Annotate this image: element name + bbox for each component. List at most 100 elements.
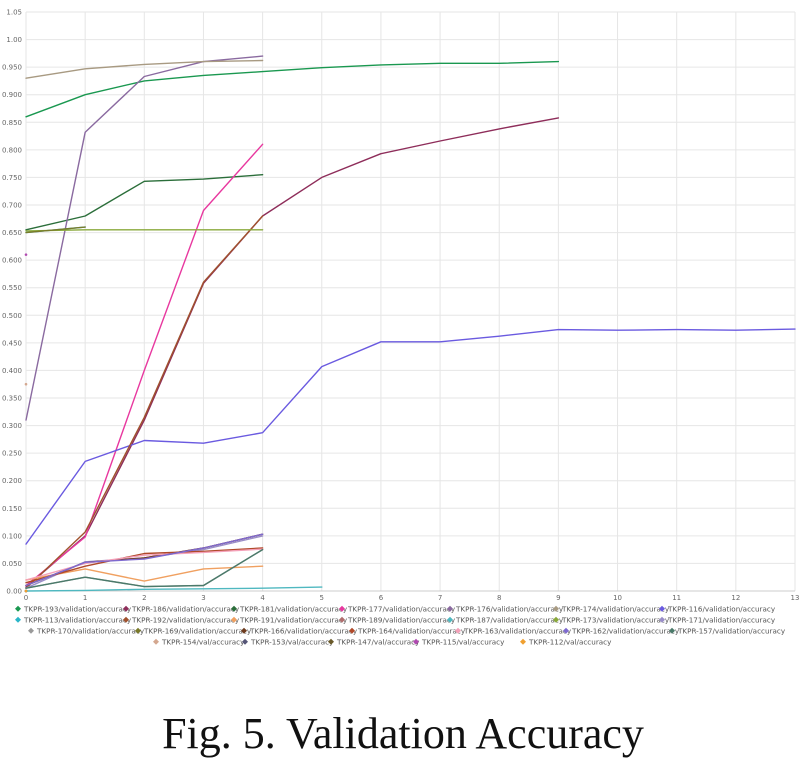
legend-swatch [553, 616, 559, 623]
legend-swatch [520, 638, 526, 645]
y-tick-label: 0.250 [2, 450, 22, 458]
legend-swatch [447, 605, 453, 612]
x-tick-label: 4 [260, 594, 265, 602]
series-lines [24, 55, 796, 593]
y-tick-label: 1.05 [6, 9, 22, 17]
y-tick-label: 0.550 [2, 284, 22, 292]
x-tick-label: 8 [497, 594, 501, 602]
legend-swatch [123, 616, 129, 623]
legend-item-label[interactable]: TKPR-164/validation/accuracy [357, 627, 466, 636]
legend: TKPR-193/validation/accuracy TKPR-186/val… [15, 605, 786, 647]
series-line-20 [25, 548, 264, 589]
legend-item-label[interactable]: TKPR-170/validation/accuracy [36, 627, 145, 636]
legend-item-label[interactable]: TKPR-186/validation/accuracy [131, 605, 240, 614]
legend-swatch [669, 627, 675, 634]
x-tick-label: 6 [379, 594, 384, 602]
legend-item-label[interactable]: TKPR-157/validation/accuracy [677, 627, 786, 636]
legend-item-label[interactable]: TKPR-189/validation/accuracy [347, 616, 456, 625]
legend-swatch [553, 605, 559, 612]
series-point-21 [24, 382, 28, 386]
x-tick-label: 5 [320, 594, 324, 602]
x-tick-label: 9 [556, 594, 560, 602]
legend-item-label[interactable]: TKPR-163/validation/accuracy [463, 627, 572, 636]
x-tick-label: 7 [438, 594, 442, 602]
legend-swatch [455, 627, 461, 634]
series-line-2 [25, 173, 264, 231]
legend-item-label[interactable]: TKPR-173/validation/accuracy [561, 616, 670, 625]
legend-swatch [241, 627, 247, 634]
legend-item-label[interactable]: TKPR-116/validation/accuracy [667, 605, 776, 614]
series-line-1 [25, 117, 560, 588]
y-tick-label: 0.150 [2, 505, 22, 513]
series-line-19 [25, 533, 264, 587]
legend-swatch [349, 627, 355, 634]
y-tick-label: 0.200 [2, 477, 22, 485]
line-chart: 0.00 0.050 0.100 0.150 0.200 0.250 0.300 0.350 0… [2, 9, 800, 647]
y-tick-label: 0.800 [2, 146, 22, 154]
x-tick-label: 12 [731, 594, 740, 602]
series-line-8 [25, 215, 264, 589]
legend-item-label[interactable]: TKPR-166/validation/accuracy [249, 627, 358, 636]
x-axis-ticks: 0 1 2 3 4 5 6 7 8 9 10 11 12 13 [24, 594, 800, 602]
y-tick-label: 0.600 [2, 257, 22, 265]
legend-swatch [15, 616, 21, 623]
legend-item-label[interactable]: TKPR-171/validation/accuracy [667, 616, 776, 625]
legend-swatch [153, 638, 159, 645]
x-tick-label: 0 [24, 594, 28, 602]
legend-item-label[interactable]: TKPR-112/val/accuracy [528, 638, 612, 647]
y-tick-label: 1.00 [6, 36, 22, 44]
y-tick-label: 0.950 [2, 64, 22, 72]
series-line-0 [25, 60, 560, 118]
y-tick-label: 0.700 [2, 202, 22, 210]
series-line-4 [25, 55, 264, 421]
legend-swatch [563, 627, 569, 634]
x-tick-label: 1 [83, 594, 87, 602]
y-tick-label: 0.100 [2, 532, 22, 540]
series-line-18 [25, 548, 264, 581]
y-tick-label: 0.650 [2, 229, 22, 237]
x-tick-label: 11 [672, 594, 681, 602]
x-tick-label: 2 [142, 594, 146, 602]
legend-item-label[interactable]: TKPR-193/validation/accuracy [23, 605, 132, 614]
y-tick-label: 0.050 [2, 560, 22, 568]
legend-item-label[interactable]: TKPR-191/validation/accuracy [239, 616, 348, 625]
legend-item-label[interactable]: TKPR-169/validation/accuracy [143, 627, 252, 636]
series-line-11 [25, 586, 323, 592]
legend-item-label[interactable]: TKPR-177/validation/accuracy [347, 605, 456, 614]
legend-item-label[interactable]: TKPR-176/validation/accuracy [455, 605, 564, 614]
legend-item-label[interactable]: TKPR-147/val/accuracy [336, 638, 420, 647]
series-line-12 [25, 229, 264, 232]
x-tick-label: 13 [791, 594, 800, 602]
legend-swatch [659, 616, 665, 623]
y-tick-label: 0.400 [2, 367, 22, 375]
legend-swatch [339, 605, 345, 612]
y-tick-label: 0.00 [6, 588, 22, 596]
x-tick-label: 10 [613, 594, 622, 602]
legend-item-label[interactable]: TKPR-192/validation/accuracy [131, 616, 240, 625]
legend-swatch [242, 638, 248, 645]
legend-item-label[interactable]: TKPR-113/validation/accuracy [23, 616, 132, 625]
legend-swatch [413, 638, 419, 645]
legend-swatch [447, 616, 453, 623]
series-point-25 [24, 589, 28, 593]
series-line-6 [25, 328, 796, 545]
y-tick-label: 0.450 [2, 339, 22, 347]
series-line-5 [25, 59, 264, 79]
series-line-17 [25, 547, 264, 584]
series-point-24 [24, 253, 28, 256]
legend-item-label[interactable]: TKPR-153/val/accuracy [250, 638, 334, 647]
x-tick-label: 3 [201, 594, 205, 602]
legend-swatch [328, 638, 334, 645]
legend-item-label[interactable]: TKPR-154/val/accuracy [161, 638, 245, 647]
y-tick-label: 0.750 [2, 174, 22, 182]
legend-item-label[interactable]: TKPR-115/val/accuracy [421, 638, 505, 647]
legend-item-label[interactable]: TKPR-187/validation/accuracy [455, 616, 564, 625]
legend-item-label[interactable]: TKPR-181/validation/accuracy [239, 605, 348, 614]
legend-item-label[interactable]: TKPR-162/validation/accuracy [571, 627, 680, 636]
legend-swatch [339, 616, 345, 623]
grid [25, 11, 796, 592]
legend-item-label[interactable]: TKPR-174/validation/accuracy [561, 605, 670, 614]
legend-swatch [135, 627, 141, 634]
legend-swatch [659, 605, 665, 612]
figure-caption: Fig. 5. Validation Accuracy [162, 709, 644, 758]
